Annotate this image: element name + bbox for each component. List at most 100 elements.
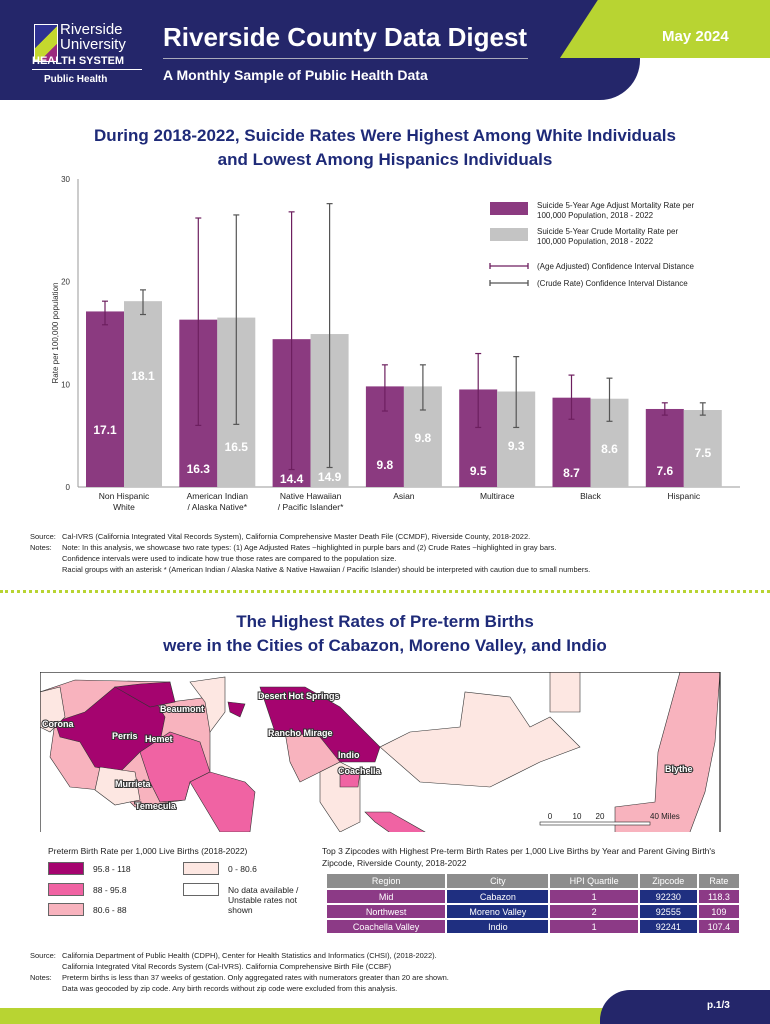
x-tick-label: Hispanic (667, 491, 700, 501)
page-title: Riverside County Data Digest (163, 22, 528, 52)
top-zipcodes-table: Region City HPI Quartile Zipcode Rate Mid Cab… (325, 872, 741, 935)
column-header: Zipcode (639, 874, 697, 888)
table-cell: Cabazon (447, 890, 549, 903)
column-header: City (447, 874, 549, 888)
header-accent (560, 0, 770, 58)
region-thermal (364, 811, 426, 832)
column-header: HPI Quartile (550, 874, 638, 888)
section1-source: Source: Cal-IVRS (California Integrated V… (30, 531, 590, 575)
bar-value-label: 7.6 (656, 464, 673, 478)
bar-value-label: 14.9 (318, 470, 342, 484)
bar-value-label: 9.5 (470, 464, 487, 478)
footer-tab (600, 990, 770, 1024)
region-corona (40, 686, 66, 733)
table-row: Coachella Valley Indio 1 92241 107.4 (327, 920, 739, 933)
x-tick-label: White (113, 502, 135, 512)
map-regions (40, 672, 721, 832)
legend-swatch (48, 862, 84, 875)
scale-label: 20 (596, 812, 605, 821)
table-cell: 92555 (639, 905, 697, 918)
region-south (189, 771, 256, 832)
table-cell: 109 (698, 905, 739, 918)
note-text: Data was geocoded by zip code. Any birth… (62, 984, 398, 993)
table-cell: 1 (550, 920, 638, 933)
title-line: During 2018-2022, Suicide Rates Were Hig… (94, 126, 676, 145)
y-tick-label: 10 (61, 380, 70, 389)
legend-label: 0 - 80.6 (228, 864, 257, 874)
section2-title: The Highest Rates of Pre-term Births wer… (0, 610, 770, 658)
x-tick-label: / Pacific Islander* (278, 502, 344, 512)
table-row: Mid Cabazon 1 92230 118.3 (327, 890, 739, 903)
legend-swatch (48, 903, 84, 916)
legend-swatch-crude (490, 228, 528, 241)
table-cell: Coachella Valley (327, 920, 446, 933)
scale-label: 40 Miles (650, 812, 680, 821)
table-cell: 2 (550, 905, 638, 918)
notes-label: Notes: (30, 973, 52, 982)
region-blythe (614, 672, 721, 832)
city-label: Desert Hot Springs (258, 691, 340, 701)
region-temecula (94, 766, 141, 806)
scale-label: 10 (573, 812, 582, 821)
legend-swatch (183, 883, 219, 896)
region-north (189, 676, 226, 733)
logo-text: HEALTH SYSTEM (32, 55, 142, 70)
city-label: Temecula (135, 801, 177, 811)
legend-swatch-age-adjusted (490, 202, 528, 215)
bar-value-label: 14.4 (280, 472, 304, 486)
x-tick-label: / Alaska Native* (188, 502, 248, 512)
source-text: Cal-IVRS (California Integrated Vital Re… (62, 532, 531, 541)
x-tick-label: Non Hispanic (99, 491, 150, 501)
table-cell: 1 (550, 890, 638, 903)
table-title: Top 3 Zipcodes with Highest Pre-term Bir… (322, 846, 716, 868)
footer-bar (0, 1008, 660, 1024)
page-number: p.1/3 (707, 1000, 730, 1011)
age-adjusted-bar (645, 408, 684, 487)
note-text: Racial groups with an asterisk * (Americ… (62, 565, 591, 574)
legend-label: 95.8 - 118 (93, 864, 131, 874)
y-axis-label: Rate per 100,000 population (51, 283, 60, 384)
x-tick-label: Asian (393, 491, 415, 501)
legend-label: Suicide 5-Year Age Adjust Mortality Rate… (537, 201, 694, 210)
crude-rate-bar (683, 410, 722, 487)
notes-label: Notes: (30, 543, 52, 552)
source-text: California Department of Public Health (… (62, 951, 437, 960)
note-text: Confidence intervals were used to indica… (62, 554, 397, 563)
region-beaumont (114, 681, 176, 708)
scale-bar (539, 821, 651, 826)
city-label: Perris (112, 731, 138, 741)
issue-date: May 2024 (662, 28, 729, 45)
legend-label: 100,000 Population, 2018 - 2022 (537, 211, 654, 220)
bar-value-label: 8.6 (601, 442, 618, 456)
region-cabazon (227, 701, 246, 718)
scale-label: 0 (548, 812, 553, 821)
table-cell: 107.4 (698, 920, 739, 933)
bar-value-label: 16.5 (225, 440, 249, 454)
source-label: Source: (30, 532, 56, 541)
city-label: Indio (338, 750, 360, 760)
preterm-birth-map: Corona Beaumont Perris Hemet Murrieta Temecul… (40, 672, 721, 832)
section-divider (0, 590, 770, 593)
table-cell: 92241 (639, 920, 697, 933)
map-legend-title: Preterm Birth Rate per 1,000 Live Births… (48, 846, 248, 856)
section2-source: Source: California Department of Public H… (30, 950, 449, 994)
city-label: Beaumont (160, 704, 204, 714)
table-cell: Indio (447, 920, 549, 933)
legend-label: 80.6 - 88 (93, 905, 127, 915)
logo-mark-icon (34, 24, 58, 62)
table-cell: 92230 (639, 890, 697, 903)
region-north-desert (549, 672, 581, 713)
legend-label: 88 - 95.8 (93, 885, 127, 895)
bar-value-label: 9.3 (508, 439, 525, 453)
table-cell: Northwest (327, 905, 446, 918)
bar-value-label: 18.1 (131, 369, 155, 383)
table-row: Northwest Moreno Valley 2 92555 109 (327, 905, 739, 918)
city-label: Blythe (665, 764, 693, 774)
city-label: Coachella (338, 766, 382, 776)
logo-text: Riverside (60, 21, 123, 38)
x-tick-label: Multirace (480, 491, 515, 501)
column-header: Region (327, 874, 446, 888)
note-text: Preterm births is less than 37 weeks of … (62, 973, 449, 982)
legend-label: No data available / Unstable rates not s… (228, 885, 299, 915)
divider (163, 58, 528, 59)
